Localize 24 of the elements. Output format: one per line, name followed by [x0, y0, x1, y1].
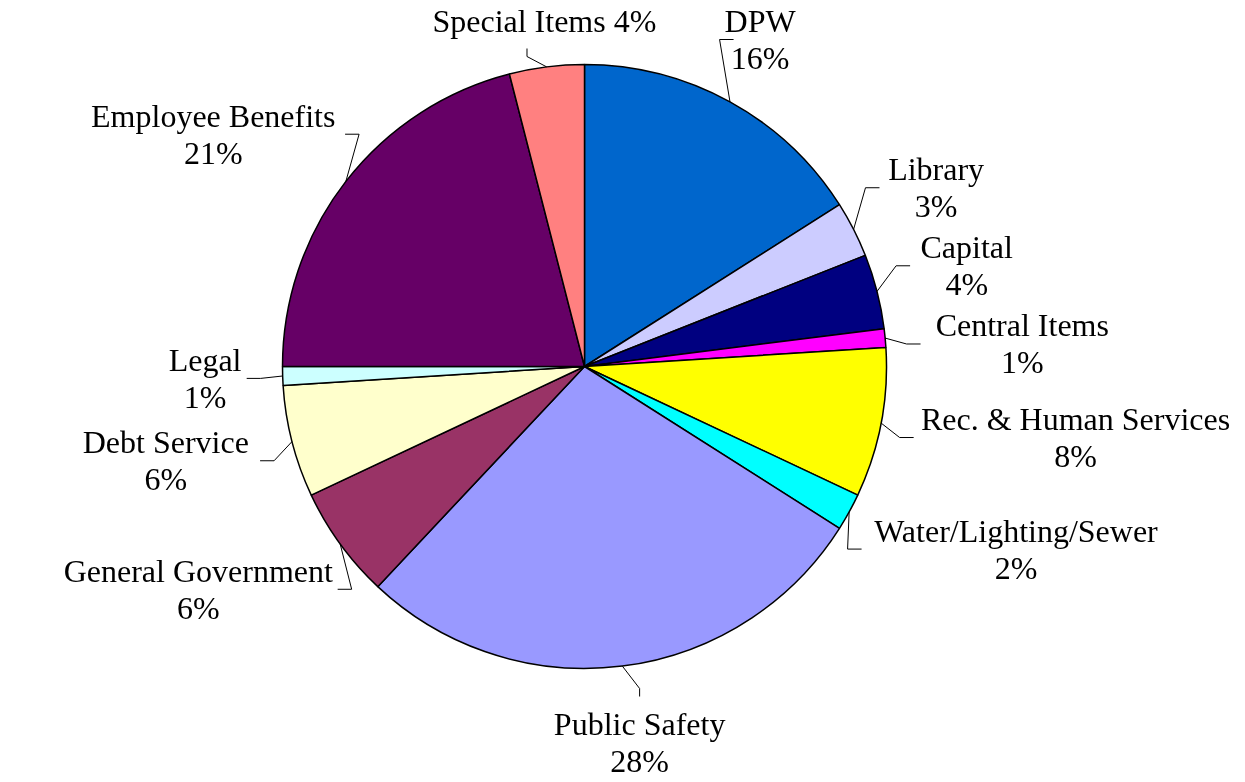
data-label: 16% [730, 40, 790, 76]
data-label: 28% [610, 743, 669, 780]
slice-label: Capital [920, 229, 1014, 266]
data-label: 6% [176, 589, 220, 626]
data-label: 1% [1000, 344, 1044, 381]
data-label: 4% [613, 3, 657, 39]
data-label: 2% [994, 549, 1038, 586]
slice-label: DPW [724, 3, 797, 39]
slice-label: Employee Benefits [91, 97, 336, 134]
data-label: 1% [183, 378, 227, 415]
data-label: 6% [144, 461, 188, 498]
slice-label: Water/Lighting/Sewer [874, 512, 1159, 549]
slice-label: Public Safety [553, 706, 726, 743]
data-label: 8% [1054, 438, 1097, 475]
data-label: 3% [914, 188, 958, 225]
data-label: 4% [945, 266, 989, 303]
slice-label: General Government [63, 552, 334, 589]
slice-label: Special Items [432, 3, 606, 39]
slice-label: Central Items [935, 307, 1109, 344]
data-label: 21% [183, 134, 243, 171]
slice-label: Library [888, 151, 985, 188]
slice-label: Rec. & Human Services [920, 401, 1231, 438]
slice-label: Legal [168, 341, 242, 378]
slice-label: Debt Service [82, 424, 249, 461]
